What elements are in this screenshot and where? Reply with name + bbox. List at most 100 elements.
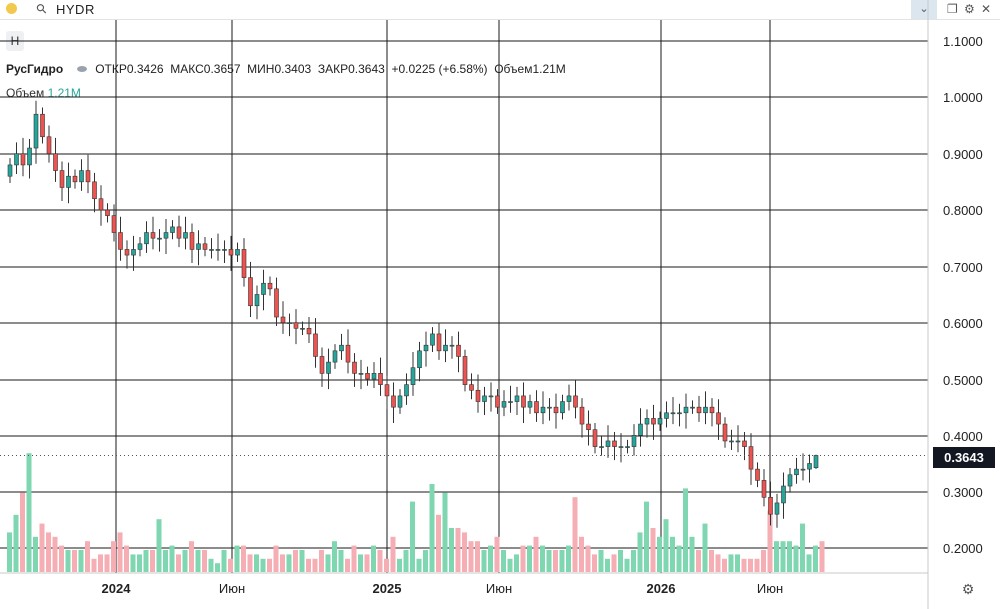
candle — [664, 412, 669, 419]
legend-volume: Объем1.21M — [494, 62, 566, 76]
volume-bar — [273, 545, 279, 572]
candle — [92, 181, 97, 200]
volume-bar — [312, 558, 318, 572]
candle — [625, 446, 630, 448]
candle — [98, 198, 104, 211]
candle — [508, 401, 513, 403]
candle — [267, 282, 273, 290]
volume-bar — [735, 554, 740, 572]
legend-high: МАКС0.3657 — [170, 62, 241, 76]
candle — [417, 350, 422, 369]
volume-bar — [709, 550, 714, 572]
candle — [423, 344, 429, 352]
volume-bar — [280, 554, 285, 572]
y-tick-label: 0.5000 — [943, 373, 983, 388]
candle — [735, 440, 741, 443]
candle — [66, 175, 71, 188]
volume-bar — [358, 554, 363, 572]
volume-bar — [514, 554, 519, 572]
volume-bar — [754, 558, 760, 572]
last-price-label: 0.3643 — [933, 447, 995, 468]
y-tick-label: 0.4000 — [943, 429, 983, 444]
volume-bar — [748, 558, 753, 572]
volume-bar — [449, 528, 454, 572]
candle — [605, 440, 611, 447]
eye-icon[interactable] — [77, 65, 88, 72]
volume-bar — [124, 545, 129, 572]
candle — [592, 429, 598, 447]
candle — [755, 468, 760, 481]
candle — [144, 232, 149, 245]
volume-bar — [728, 554, 734, 572]
candle — [235, 249, 240, 256]
candle — [319, 356, 325, 374]
volume-bar — [46, 532, 51, 572]
candle — [774, 502, 780, 515]
volume-bar — [715, 554, 721, 572]
volume-bar — [52, 536, 58, 572]
candle — [579, 406, 585, 425]
candle — [53, 153, 58, 171]
restore-icon[interactable]: ❐ — [947, 2, 958, 16]
volume-bar — [605, 558, 610, 572]
candle — [553, 406, 559, 414]
candle — [150, 232, 156, 239]
volume-bar — [137, 554, 142, 572]
candle — [449, 344, 455, 347]
volume-bar — [819, 541, 825, 572]
candle — [599, 446, 604, 448]
candle — [638, 423, 643, 436]
volume-bar — [163, 550, 168, 572]
chevron-down-icon[interactable]: ⌄ — [911, 0, 937, 19]
volume-bar — [267, 558, 272, 572]
volume-bar — [702, 523, 708, 572]
volume-bar — [494, 536, 500, 572]
volume-bar — [169, 545, 175, 572]
symbol-search-input[interactable] — [56, 0, 896, 18]
close-icon[interactable]: ✕ — [981, 2, 992, 16]
candle — [670, 412, 676, 415]
volume-bar — [793, 545, 799, 572]
volume-bar — [611, 554, 617, 572]
candle — [163, 232, 169, 239]
candle — [131, 249, 136, 256]
volume-bar — [156, 519, 162, 572]
candle — [443, 344, 448, 352]
volume-bar — [657, 536, 662, 572]
volume-bar — [572, 497, 578, 572]
candle — [105, 209, 110, 216]
volume-bar — [767, 510, 773, 572]
status-indicator — [6, 3, 17, 14]
gear-icon[interactable]: ⚙ — [964, 2, 975, 16]
volume-bar — [182, 550, 188, 572]
volume-bar — [475, 541, 480, 572]
chart-settings-icon[interactable]: ⚙ — [961, 581, 975, 597]
volume-bar — [260, 558, 266, 572]
candle — [59, 170, 65, 188]
candle — [215, 249, 221, 251]
volume-bar — [540, 545, 545, 572]
volume-bar — [676, 545, 682, 572]
candle — [729, 440, 734, 443]
x-tick-label: 2025 — [373, 581, 402, 596]
candle — [488, 395, 494, 398]
candle — [40, 113, 45, 138]
y-tick-label: 0.9000 — [943, 147, 983, 162]
volume-bar — [618, 550, 623, 572]
candle — [703, 406, 708, 414]
volume-bar — [72, 550, 77, 572]
instrument-name: РусГидро — [6, 62, 64, 76]
candle — [352, 361, 357, 374]
candle — [436, 333, 442, 352]
candle — [248, 277, 253, 307]
volume-bar — [202, 550, 207, 572]
volume-bar — [520, 545, 526, 572]
volume-bar — [150, 550, 155, 572]
candle — [547, 406, 552, 409]
candle — [196, 243, 201, 250]
volume-bar — [644, 501, 649, 572]
candle — [189, 232, 195, 250]
candle — [378, 373, 383, 385]
candle — [410, 367, 416, 385]
